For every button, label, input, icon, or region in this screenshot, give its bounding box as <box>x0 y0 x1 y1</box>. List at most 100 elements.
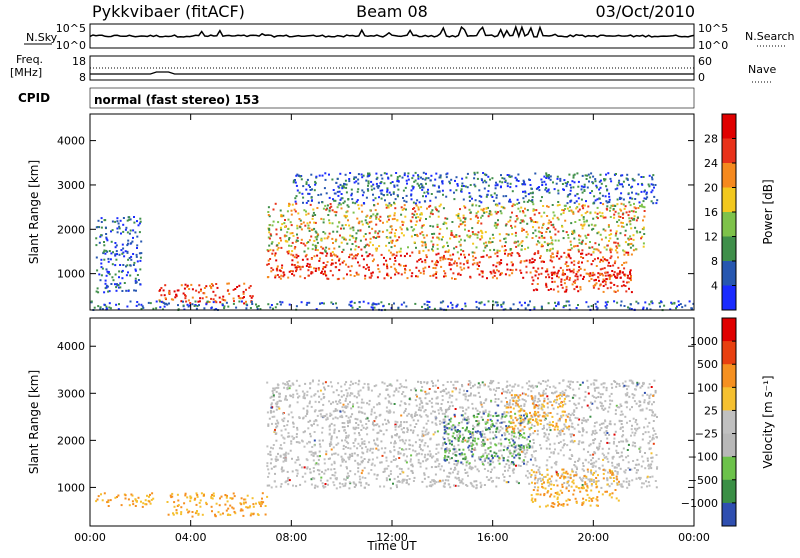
velocity-panel-echo-cell <box>289 395 291 397</box>
power-panel-echo-cell <box>277 265 279 267</box>
power-panel-echo-cell <box>484 173 486 175</box>
velocity-panel-echo-cell <box>452 471 454 473</box>
velocity-panel-echo-cell <box>484 468 486 470</box>
velocity-panel-echo-cell <box>318 473 320 475</box>
power-panel-echo-cell <box>560 267 562 269</box>
power-panel-echo-cell <box>269 238 271 240</box>
power-panel-echo-cell <box>577 271 579 273</box>
power-panel-echo-cell <box>615 173 617 175</box>
power-panel-echo-cell <box>288 237 290 239</box>
velocity-panel-echo-cell <box>222 513 224 515</box>
velocity-panel-echo-cell <box>368 441 370 443</box>
power-panel-echo-cell <box>633 234 635 236</box>
velocity-panel-echo-cell <box>540 383 542 385</box>
velocity-panel-echo-cell <box>619 456 621 458</box>
velocity-panel-echo-cell <box>604 400 606 402</box>
velocity-panel-echo-cell <box>606 432 608 434</box>
velocity-panel-echo-cell <box>249 506 251 508</box>
power-panel-echo-cell <box>663 305 665 307</box>
velocity-panel-echo-cell <box>577 381 579 383</box>
velocity-panel-echo-cell <box>534 475 536 477</box>
velocity-panel-echo-cell <box>560 441 562 443</box>
power-panel-echo-cell <box>110 283 112 285</box>
velocity-panel-echo-cell <box>648 481 650 483</box>
power-panel-echo-cell <box>627 244 629 246</box>
power-panel-echo-cell <box>309 186 311 188</box>
velocity-panel-echo-cell <box>276 420 278 422</box>
power-panel-echo-cell <box>423 273 425 275</box>
power-panel-echo-cell <box>123 217 125 219</box>
velocity-panel-echo-cell <box>295 485 297 487</box>
power-panel-echo-cell <box>540 255 542 257</box>
power-panel-echo-cell <box>421 186 423 188</box>
power-panel-echo-cell <box>322 175 324 177</box>
power-panel-echo-cell <box>431 193 433 195</box>
power-panel-echo-cell <box>478 302 480 304</box>
power-panel-echo-cell <box>507 269 509 271</box>
velocity-panel-echo-cell <box>297 456 299 458</box>
power-panel-echo-cell <box>338 246 340 248</box>
velocity-panel-echo-cell <box>596 432 598 434</box>
power-panel-echo-cell <box>515 235 517 237</box>
power-panel-echo-cell <box>353 255 355 257</box>
velocity-panel-echo-cell <box>384 419 386 421</box>
velocity-panel-echo-cell <box>427 454 429 456</box>
power-panel-echo-cell <box>621 174 623 176</box>
velocity-panel-echo-cell <box>260 505 262 507</box>
velocity-panel-echo-cell <box>327 418 329 420</box>
power-panel-echo-cell <box>501 206 503 208</box>
power-panel-echo-cell <box>586 178 588 180</box>
power-panel-echo-cell <box>312 218 314 220</box>
velocity-panel-echo-cell <box>416 454 418 456</box>
velocity-panel-echo-cell <box>422 407 424 409</box>
velocity-panel-echo-cell <box>448 462 450 464</box>
power-panel-echo-cell <box>588 253 590 255</box>
velocity-panel-echo-cell <box>390 487 392 489</box>
power-panel-echo-cell <box>313 212 315 214</box>
power-panel-echo-cell <box>312 244 314 246</box>
velocity-panel-echo-cell <box>462 419 464 421</box>
power-panel-echo-cell <box>579 235 581 237</box>
power-panel-echo-cell <box>559 180 561 182</box>
power-panel-echo-cell <box>399 226 401 228</box>
power-panel-echo-cell <box>678 300 680 302</box>
power-panel-echo-cell <box>419 201 421 203</box>
power-panel-echo-cell <box>119 282 121 284</box>
power-panel-echo-cell <box>461 178 463 180</box>
power-panel-echo-cell <box>371 185 373 187</box>
power-panel-echo-cell <box>411 235 413 237</box>
velocity-panel-echo-cell <box>151 492 153 494</box>
velocity-panel-echo-cell <box>277 384 279 386</box>
power-panel-echo-cell <box>531 283 533 285</box>
power-panel-echo-cell <box>608 240 610 242</box>
velocity-panel-echo-cell <box>425 431 427 433</box>
power-panel-echo-cell <box>413 181 415 183</box>
power-panel-echo-cell <box>402 197 404 199</box>
velocity-panel-echo-cell <box>645 431 647 433</box>
velocity-panel-echo-cell <box>368 472 370 474</box>
power-panel-echo-cell <box>512 203 514 205</box>
power-panel-echo-cell <box>337 178 339 180</box>
velocity-panel-echo-cell <box>400 424 402 426</box>
power-panel-echo-cell <box>553 211 555 213</box>
power-panel-echo-cell <box>607 301 609 303</box>
velocity-panel-echo-cell <box>347 403 349 405</box>
power-panel-echo-cell <box>509 176 511 178</box>
power-panel-echo-cell <box>567 265 569 267</box>
velocity-panel-echo-cell <box>620 428 622 430</box>
velocity-panel-echo-cell <box>475 487 477 489</box>
velocity-panel-echo-cell <box>626 487 628 489</box>
power-panel-echo-cell <box>543 176 545 178</box>
velocity-panel-echo-cell <box>434 431 436 433</box>
power-panel-echo-cell <box>339 263 341 265</box>
velocity-panel-echo-cell <box>433 433 435 435</box>
power-panel-echo-cell <box>411 177 413 179</box>
velocity-panel-echo-cell <box>402 471 404 473</box>
power-panel-echo-cell <box>437 191 439 193</box>
power-panel-echo-cell <box>421 227 423 229</box>
power-panel-echo-cell <box>314 184 316 186</box>
velocity-panel-echo-cell <box>578 431 580 433</box>
power-panel-echo-cell <box>525 195 527 197</box>
velocity-panel-echo-cell <box>424 397 426 399</box>
power-panel-echo-cell <box>433 233 435 235</box>
